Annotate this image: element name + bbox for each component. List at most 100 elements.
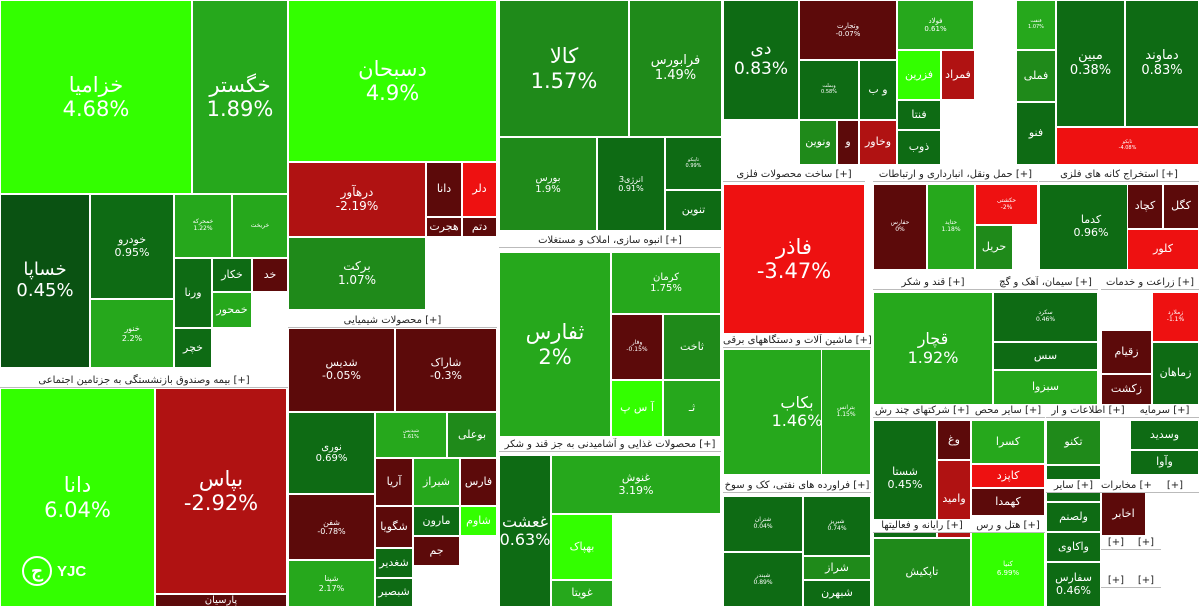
sector-header[interactable]: اطلاعات و ار [+] — [1046, 404, 1130, 418]
tile-آ-س-پ[interactable]: آ س پ — [611, 380, 663, 437]
tile-قچار[interactable]: قچار 1.92% — [873, 292, 993, 405]
sector-header[interactable]: سرمایه [+] — [1130, 404, 1199, 418]
sector-header[interactable]: [+] — [1101, 536, 1131, 550]
sector-header[interactable]: زراعت و خدمات [+] — [1101, 276, 1199, 290]
tile-آریا[interactable]: آریا — [375, 458, 413, 506]
tile-خکار[interactable]: خکار — [212, 258, 252, 292]
tile-کچاد[interactable]: کچاد — [1127, 184, 1163, 229]
tile-و[interactable]: و — [837, 120, 859, 165]
tile-مبین[interactable]: مبین 0.38% — [1056, 0, 1125, 127]
tile-دلر[interactable]: دلر — [462, 162, 497, 217]
sector-header[interactable]: استخراج کانه های فلزی [+] — [1039, 168, 1199, 182]
tile-دی[interactable]: دی 0.83% — [723, 0, 799, 120]
tile-خچر[interactable]: خچر — [174, 328, 212, 368]
tile-تاپکیش[interactable]: تاپکیش — [873, 538, 971, 607]
tile-فنفت[interactable]: فنفت 1.07% — [1016, 0, 1056, 50]
sector-header[interactable]: قند و شکر [+] — [873, 276, 993, 290]
tile-جم[interactable]: جم — [413, 536, 460, 566]
tile-وفار[interactable]: وفار -0.15% — [611, 314, 663, 380]
sector-header[interactable]: سیمان، آهک و گچ [+] — [993, 276, 1098, 290]
tile-شدیس[interactable]: شدیس -0.05% — [288, 328, 395, 412]
tile-شبصیر[interactable]: شبصیر — [375, 578, 413, 607]
tile-زملارد[interactable]: زملارد -1.1% — [1152, 292, 1199, 342]
tile-حریل[interactable]: حریل — [975, 225, 1013, 270]
tile-خزامیا[interactable]: خزامیا 4.68% — [0, 0, 192, 194]
tile-تاپیکو[interactable]: تاپیکو 0.99% — [665, 137, 722, 190]
tile-فارس[interactable]: فارس — [460, 458, 497, 506]
tile-وخاور[interactable]: وخاور — [859, 120, 897, 165]
tile-بهپاک[interactable]: بهپاک — [551, 514, 613, 580]
tile-فزرین[interactable]: فزرین — [897, 50, 941, 100]
tile-بپاس[interactable]: بپاس -2.92% — [155, 388, 287, 594]
sector-header[interactable]: رایانه و فعالیتها [+] — [873, 519, 971, 533]
tile-ونوین[interactable]: ونوین — [799, 120, 837, 165]
tile-وسدید[interactable]: وسدید — [1130, 420, 1199, 450]
tile-برکت[interactable]: برکت 1.07% — [288, 237, 426, 310]
tile-تنوین[interactable]: تنوین — [665, 190, 722, 231]
tile-شراز[interactable]: شراز — [803, 556, 871, 580]
tile-فنتا[interactable]: فنتا — [897, 100, 941, 130]
tile-فملی[interactable]: فملی — [1016, 50, 1056, 102]
tile-غعشت[interactable]: غعشت 0.63% — [499, 455, 551, 607]
tile-درهآور[interactable]: درهآور -2.19% — [288, 162, 426, 237]
tile-وغ[interactable]: وغ — [937, 420, 971, 460]
tile-کدما[interactable]: کدما 0.96% — [1039, 184, 1143, 270]
tile-کسرا[interactable]: کسرا — [971, 420, 1045, 464]
tile-شپدیس[interactable]: شپدیس 1.61% — [375, 412, 447, 458]
sector-header[interactable]: سایر [+] — [1046, 479, 1101, 493]
tile-سکرد[interactable]: سکرد 0.46% — [993, 292, 1098, 342]
tile-هجرت[interactable]: هجرت — [426, 217, 462, 237]
tile-خمحور[interactable]: خمحور — [212, 292, 252, 328]
tile-زکشت[interactable]: زکشت — [1101, 374, 1152, 405]
tile-سس[interactable]: سس — [993, 342, 1098, 370]
tile-خد[interactable]: خد — [252, 258, 288, 292]
tile-فمراد[interactable]: فمراد — [941, 50, 975, 100]
tile-خمحرکه[interactable]: خمحرکه 1.22% — [174, 194, 232, 258]
tile-نوری[interactable]: نوری 0.69% — [288, 412, 375, 494]
sector-header[interactable]: [+] — [1131, 536, 1161, 550]
tile-فولاد[interactable]: فولاد 0.61% — [897, 0, 974, 50]
tile-سبزوا[interactable]: سبزوا — [993, 370, 1098, 405]
tile-شغدیر[interactable]: شغدیر — [375, 548, 413, 578]
sector-header[interactable]: محصولات غذایی و آشامیدنی به جز قند و شکر… — [499, 438, 721, 452]
tile-حفارس[interactable]: حفارس 0% — [873, 184, 927, 270]
sector-header[interactable]: ماشین آلات و دستگاههای برقی [+] — [723, 334, 871, 348]
sector-header[interactable]: هتل و رس [+] — [971, 519, 1045, 533]
tile-پارسیان[interactable]: پارسیان — [155, 594, 287, 607]
sector-header[interactable]: حمل ونقل، انبارداری و ارتباطات [+] — [873, 168, 1038, 182]
tile-شاراک[interactable]: شاراک -0.3% — [395, 328, 497, 412]
tile-کالا[interactable]: کالا 1.57% — [499, 0, 629, 137]
tile-حکشتی[interactable]: حکشتی -2% — [975, 184, 1038, 225]
tile-شبریز[interactable]: شبریز 0.74% — [803, 496, 871, 556]
sector-header[interactable]: سایر محص [+] — [971, 404, 1045, 418]
tile-شفن[interactable]: شفن -0.78% — [288, 494, 375, 560]
tile-بترانس[interactable]: بترانس 1.15% — [821, 349, 871, 475]
sector-header[interactable]: مخابرات [+] — [1101, 479, 1151, 493]
tile-بوعلی[interactable]: بوعلی — [447, 412, 497, 458]
tile-وبملت[interactable]: وبملت 0.58% — [799, 60, 859, 120]
tile-شاوم[interactable]: شاوم — [460, 506, 497, 536]
sector-header[interactable]: [+] — [1151, 479, 1199, 493]
tile-ثاخت[interactable]: ثاخت — [663, 314, 721, 380]
tile-خگستر[interactable]: خگستر 1.89% — [192, 0, 288, 194]
tile-کاپزد[interactable]: کاپزد — [971, 464, 1045, 488]
tile-انرژی3[interactable]: انرژی3 0.91% — [597, 137, 665, 231]
tile-زقیام[interactable]: زقیام — [1101, 330, 1152, 374]
tile-شستا[interactable]: شستا 0.45% — [873, 420, 937, 538]
tile-حتاید[interactable]: حتاید 1.18% — [927, 184, 975, 270]
tile-ولصنم[interactable]: ولصنم — [1046, 502, 1101, 532]
tile-شتران[interactable]: شتران 0.04% — [723, 496, 803, 552]
tile-شبندر[interactable]: شبندر 0.89% — [723, 552, 803, 607]
sector-header[interactable]: [+] — [1101, 574, 1131, 588]
sector-header[interactable]: فراورده های نفتی، کک و سوخ [+] — [723, 479, 871, 493]
tile-خودرو[interactable]: خودرو 0.95% — [90, 194, 174, 299]
tile-ذوب[interactable]: ذوب — [897, 130, 941, 165]
tile-کلور[interactable]: کلور — [1127, 229, 1199, 270]
tile-بورس[interactable]: بورس 1.9% — [499, 137, 597, 231]
tile-دتم[interactable]: دتم — [462, 217, 497, 237]
sector-header[interactable]: ساخت محصولات فلزی [+] — [723, 168, 865, 182]
tile-خنور[interactable]: خنور 2.2% — [90, 299, 174, 368]
tile-و-ب[interactable]: و ب — [859, 60, 897, 120]
tile-اخابر[interactable]: اخابر — [1101, 492, 1146, 536]
tile-غنوش[interactable]: غنوش 3.19% — [551, 455, 721, 514]
